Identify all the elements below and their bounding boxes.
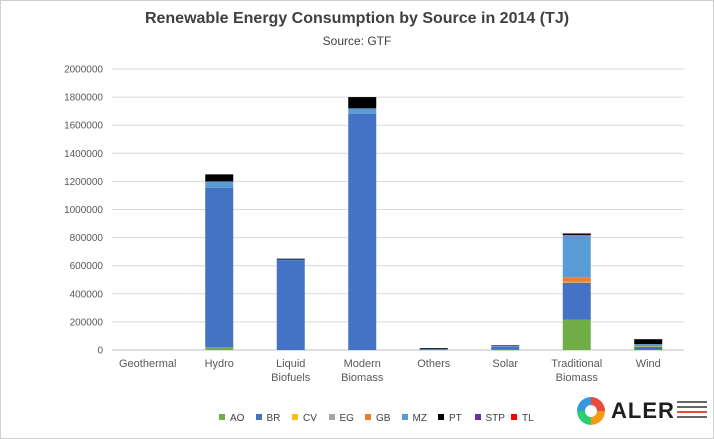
bar-segment-br [562, 282, 591, 320]
chart-legend: AO BR CV EG GB MZ PT STP TL [0, 413, 540, 429]
bar-segment-br [348, 113, 377, 351]
legend-swatch [474, 414, 481, 420]
chart-title: Renewable Energy Consumption by Source i… [144, 10, 570, 27]
bar-segment-eg [562, 281, 591, 283]
bar-segment-mz [205, 181, 234, 188]
legend-label: GB [376, 413, 391, 424]
bar-segment-mz [491, 345, 520, 347]
aler-logo-text: ALER [611, 398, 675, 423]
legend-swatch [219, 414, 225, 420]
y-tick-label: 1800000 [64, 93, 103, 104]
legend-item-cv: CV [292, 413, 317, 424]
bar-segment-mz [419, 349, 448, 350]
legend-swatch [292, 414, 298, 420]
x-tick-label: Biofuels [271, 372, 311, 384]
y-tick-label: 1000000 [64, 205, 103, 216]
legend-item-ao: AO [219, 413, 244, 424]
bar-segment-tl [562, 233, 591, 234]
bar-segment-mz [348, 108, 377, 114]
x-tick-label: Geothermal [119, 358, 176, 370]
bar-segment-gb [562, 277, 591, 282]
y-tick-label: 2000000 [64, 65, 103, 76]
legend-label: MZ [412, 413, 427, 424]
legend-label: STP [485, 413, 505, 424]
legend-swatch [328, 414, 335, 420]
y-tick-label: 1600000 [64, 121, 103, 132]
legend-item-stp: STP [474, 413, 505, 424]
bar-segment-pt [562, 233, 591, 236]
bar-segment-ao [205, 347, 234, 350]
legend-item-tl: TL [511, 413, 534, 424]
legend-label: TL [522, 413, 534, 424]
legend-label: BR [266, 413, 281, 424]
x-tick-label: Solar [492, 358, 518, 370]
x-tick-label: Wind [636, 358, 661, 370]
bar-segment-pt [634, 339, 663, 345]
bar-segment-mz [634, 344, 663, 347]
legend-item-pt: PT [438, 413, 462, 424]
bar-segment-br [276, 260, 305, 350]
bar-segment-mz [562, 235, 591, 278]
aler-logo-tagline [677, 401, 707, 421]
x-tick-label: Others [417, 358, 451, 370]
legend-label: AO [230, 413, 245, 424]
x-tick-label: Modern [344, 358, 381, 370]
bar-segment-br [205, 187, 234, 348]
bar-segment-br [634, 346, 663, 350]
chart-subtitle: Source: GTF [322, 34, 392, 48]
y-tick-label: 200000 [70, 317, 104, 328]
bar-segment-pt [419, 348, 448, 350]
bar-segment-mz [276, 259, 305, 261]
legend-swatch [401, 414, 408, 420]
y-tick-label: 600000 [70, 261, 104, 272]
legend-swatch [438, 414, 444, 420]
legend-item-mz: MZ [401, 413, 427, 424]
x-tick-label: Hydro [205, 358, 234, 370]
bar-segment-pt [491, 345, 520, 346]
legend-item-gb: GB [365, 413, 390, 424]
y-tick-label: 400000 [70, 289, 104, 300]
x-tick-label: Liquid [276, 358, 305, 370]
legend-item-eg: EG [328, 413, 354, 424]
bar-segment-pt [205, 174, 234, 182]
x-tick-label: Biomass [556, 372, 599, 384]
legend-label: PT [449, 413, 462, 424]
legend-swatch [255, 414, 262, 420]
aler-logo-icon [577, 397, 605, 425]
bar-segment-cv [634, 346, 663, 347]
bar-segment-pt [276, 258, 305, 260]
y-tick-label: 1200000 [64, 177, 103, 188]
legend-swatch [511, 414, 517, 420]
legend-item-br: BR [255, 413, 281, 424]
y-tick-label: 1400000 [64, 149, 103, 160]
bar-segment-ao [562, 319, 591, 350]
legend-label: CV [303, 413, 317, 424]
x-tick-label: Traditional [551, 358, 602, 370]
aler-logo: ALER [577, 395, 707, 433]
x-tick-label: Biomass [341, 372, 384, 384]
bar-segment-pt [348, 97, 377, 109]
legend-swatch [365, 414, 371, 420]
bar-segment-br [491, 346, 520, 350]
y-tick-label: 0 [97, 346, 103, 357]
bar-segment-cv [562, 282, 591, 283]
bar-segment-ao [491, 349, 520, 351]
y-tick-label: 800000 [70, 233, 104, 244]
legend-label: EG [339, 413, 354, 424]
